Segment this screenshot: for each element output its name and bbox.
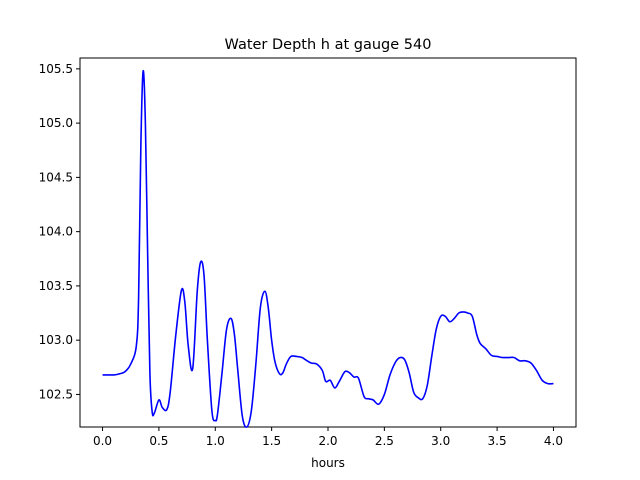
chart-title: Water Depth h at gauge 540 [225, 37, 432, 53]
x-tick-label: 0.5 [149, 434, 168, 448]
y-tick-label: 102.5 [39, 387, 73, 401]
y-tick-label: 105.0 [39, 116, 73, 130]
x-tick-label: 1.0 [206, 434, 225, 448]
y-tick-label: 104.5 [39, 170, 73, 184]
series-layer [102, 70, 554, 428]
y-tick-label: 105.5 [39, 62, 73, 76]
plot-area-frame [79, 57, 577, 428]
y-tick-label: 103.0 [39, 333, 73, 347]
x-tick-label: 0.0 [93, 434, 112, 448]
x-tick-label: 3.5 [488, 434, 507, 448]
series-line [102, 70, 554, 428]
x-tick-label: 1.5 [262, 434, 281, 448]
x-axis-label: hours [311, 456, 345, 470]
x-tick-label: 4.0 [544, 434, 563, 448]
x-tick-label: 2.0 [318, 434, 337, 448]
x-tick-label: 2.5 [375, 434, 394, 448]
x-tick-label: 3.0 [431, 434, 450, 448]
x-axis: 0.0 0.5 1.0 1.5 2.0 2.5 3.0 3.5 4.0 [93, 427, 563, 448]
y-tick-label: 104.0 [39, 225, 73, 239]
y-axis: 102.5 103.0 103.5 104.0 104.5 105.0 105.5 [39, 62, 80, 401]
y-tick-label: 103.5 [39, 279, 73, 293]
